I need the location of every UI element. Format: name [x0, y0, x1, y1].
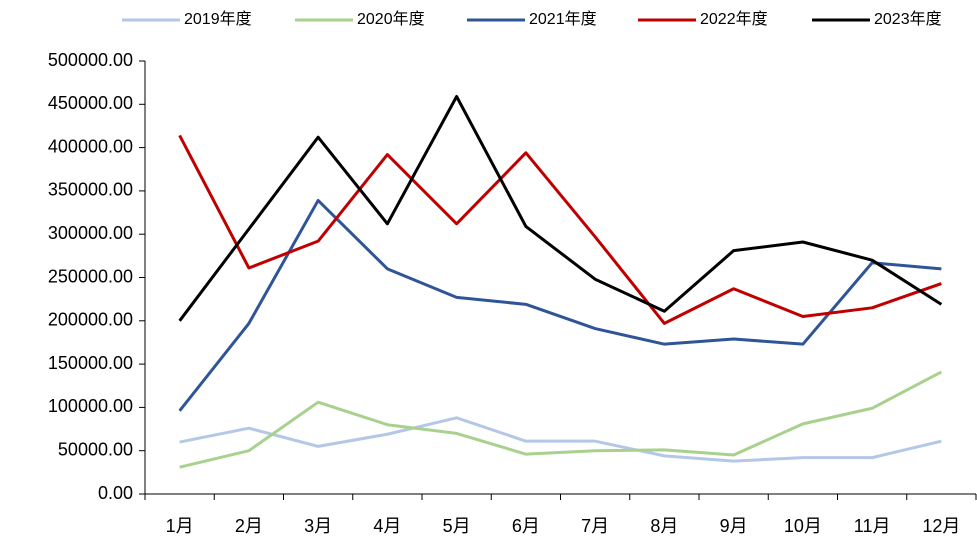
x-tick-label: 10月: [784, 516, 822, 536]
y-tick-label: 400000.00: [48, 136, 133, 156]
y-tick-label: 50000.00: [58, 439, 133, 459]
y-tick-label: 150000.00: [48, 353, 133, 373]
y-tick-label: 500000.00: [48, 50, 133, 70]
legend-label: 2019年度: [184, 10, 252, 28]
series-line: [179, 370, 943, 469]
y-tick-label: 100000.00: [48, 396, 133, 416]
series-line: [179, 416, 942, 463]
x-tick-label: 2月: [235, 516, 263, 536]
legend-label: 2022年度: [700, 10, 768, 28]
y-tick-label: 300000.00: [48, 223, 133, 243]
x-tick-label: 11月: [854, 516, 891, 536]
x-tick-label: 8月: [650, 516, 678, 536]
x-tick-label: 6月: [512, 516, 540, 536]
x-tick-label: 12月: [922, 516, 960, 536]
y-tick-label: 0.00: [98, 483, 133, 503]
x-tick-label: 1月: [166, 516, 194, 536]
y-tick-label: 250000.00: [48, 266, 133, 286]
y-tick-label: 200000.00: [48, 310, 133, 330]
series-line: [178, 198, 942, 412]
x-tick-label: 9月: [720, 516, 748, 536]
legend-label: 2020年度: [357, 10, 425, 28]
legend-label: 2021年度: [529, 10, 597, 28]
series-line: [178, 134, 942, 325]
x-tick-label: 4月: [373, 516, 401, 536]
x-tick-label: 3月: [304, 516, 332, 536]
x-tick-label: 5月: [443, 516, 471, 536]
series-line: [178, 95, 943, 322]
x-tick-label: 7月: [581, 516, 609, 536]
legend-label: 2023年度: [874, 10, 942, 28]
y-tick-label: 350000.00: [48, 180, 133, 200]
y-tick-label: 450000.00: [48, 93, 133, 113]
